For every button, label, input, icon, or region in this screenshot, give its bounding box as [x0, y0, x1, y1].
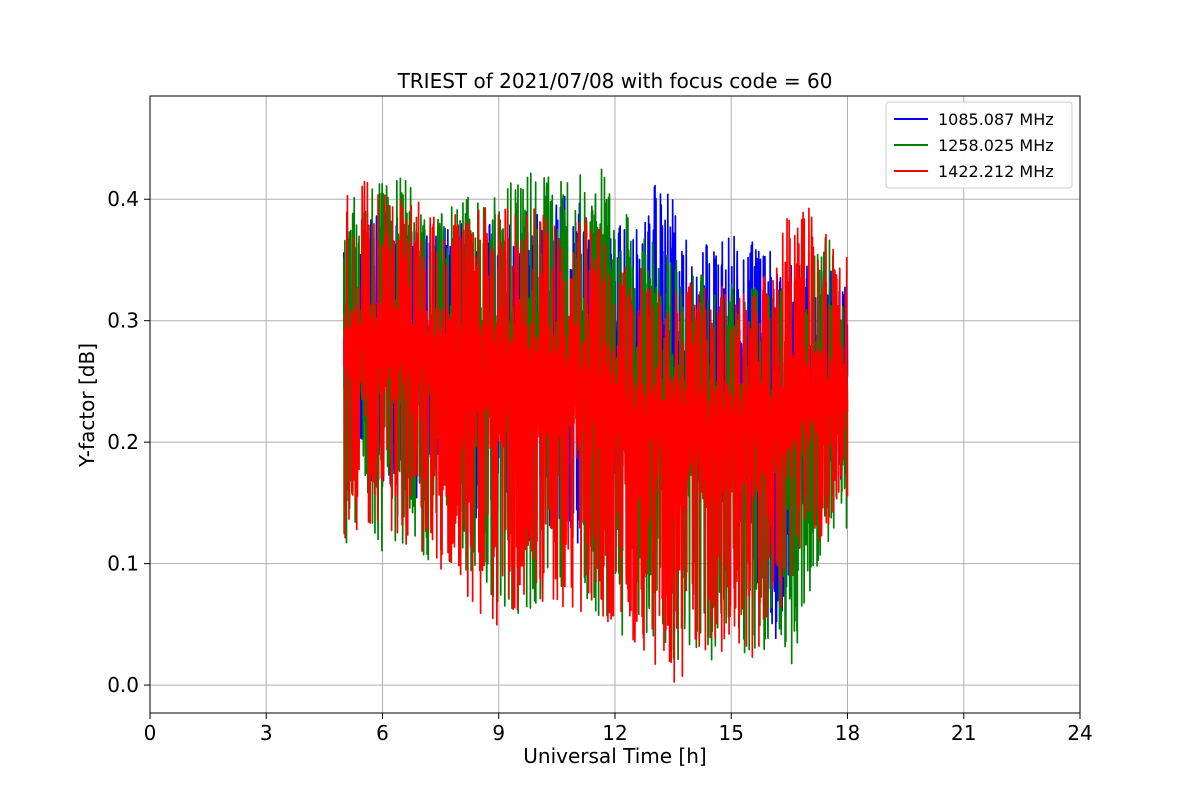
x-tick-label: 15	[719, 721, 744, 745]
x-tick-label: 18	[835, 721, 860, 745]
y-tick-label: 0.3	[107, 309, 139, 333]
legend-label: 1085.087 MHz	[938, 110, 1054, 129]
x-axis-title: Universal Time [h]	[523, 744, 706, 768]
x-tick-label: 0	[144, 721, 157, 745]
x-axis: 0 3 6 9 12 15 18 21 24	[144, 713, 1093, 745]
legend-label: 1258.025 MHz	[938, 136, 1054, 155]
plot-area	[342, 168, 849, 683]
x-tick-label: 12	[602, 721, 627, 745]
x-tick-label: 6	[376, 721, 389, 745]
y-tick-label: 0.2	[107, 430, 139, 454]
y-axis: 0.0 0.1 0.2 0.3 0.4	[107, 187, 150, 697]
series-line-2	[342, 180, 849, 683]
y-axis-title: Y-factor [dB]	[75, 343, 99, 468]
x-tick-label: 3	[260, 721, 273, 745]
x-tick-label: 9	[492, 721, 505, 745]
chart-title: TRIEST of 2021/07/08 with focus code = 6…	[397, 69, 833, 93]
legend: 1085.087 MHz 1258.025 MHz 1422.212 MHz	[885, 101, 1073, 189]
x-tick-label: 24	[1067, 721, 1092, 745]
y-tick-label: 0.4	[107, 187, 139, 211]
legend-box	[885, 101, 1073, 189]
legend-label: 1422.212 MHz	[938, 162, 1054, 181]
y-tick-label: 0.1	[107, 552, 139, 576]
y-tick-label: 0.0	[107, 673, 139, 697]
x-tick-label: 21	[951, 721, 976, 745]
